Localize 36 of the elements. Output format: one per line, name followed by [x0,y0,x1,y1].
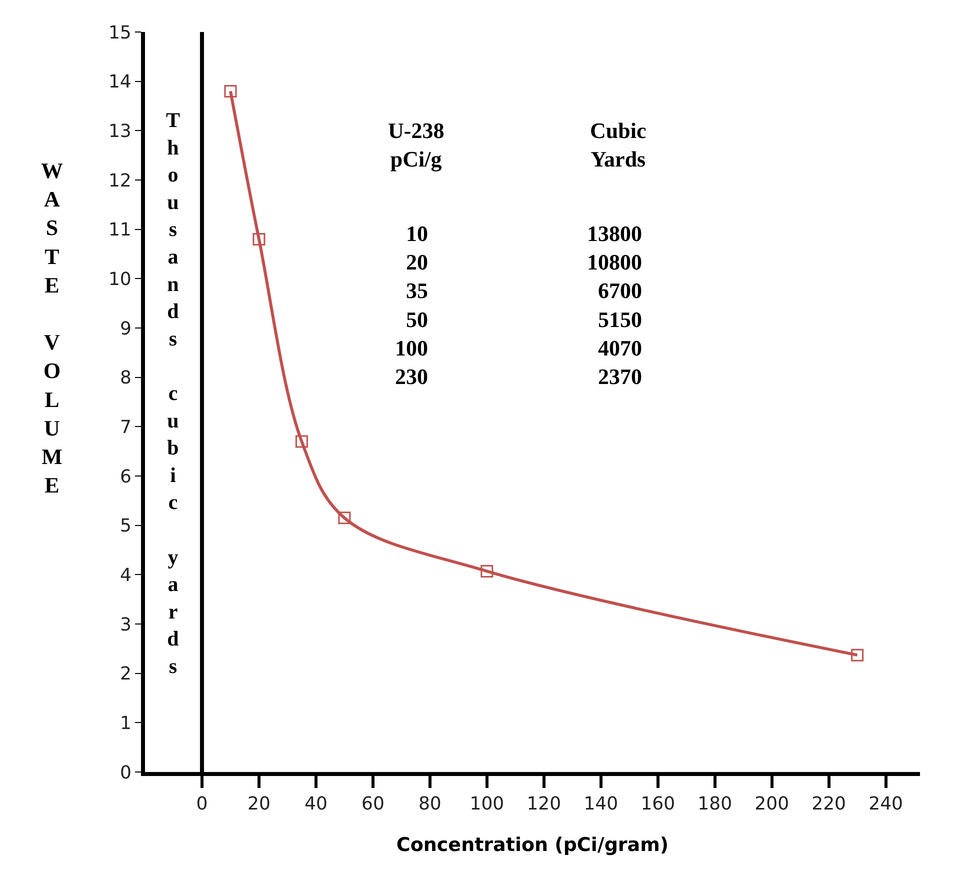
x-axis-title: Concentration (pCi/gram) [396,834,669,856]
x-tick-label: 220 [812,794,846,815]
x-tick-label: 180 [698,794,732,815]
y-tick-label: 14 [108,72,132,93]
y-tick-label: 10 [108,268,132,290]
annotation: 13800 10800 6700 5150 4070 2370 [587,221,642,389]
x-tick-label: 80 [418,794,442,815]
annotation: 10 20 35 50 100 230 [395,221,428,389]
y-tick-label: 13 [108,120,132,142]
text: WASTE VOLUME [41,158,63,498]
y-tick-label: 15 [108,22,132,44]
y-tick-label: 12 [108,170,132,192]
y-tick-label: 7 [120,416,132,438]
x-tick-label: 100 [470,794,504,815]
annotation: U-238 pCi/g [388,118,444,172]
x-tick-label: 40 [304,794,328,815]
text: Thousands cubic yards [166,108,180,678]
x-tick-label: 20 [248,794,270,815]
x-tick-label: 60 [361,794,384,815]
y-tick-label: 5 [120,516,132,537]
x-tick-label: 140 [584,794,618,815]
y-tick-label: 2 [120,664,132,685]
x-tick-label: 120 [526,794,562,815]
y-tick-label: 11 [108,220,132,241]
x-tick-label: 0 [196,794,208,815]
y-tick-label: 9 [120,318,132,340]
y-tick-label: 8 [120,368,132,389]
y-tick-label: 0 [120,762,132,784]
y-tick-label: 3 [120,614,132,636]
annotation: Cubic Yards [590,118,646,172]
x-tick-label: 240 [868,794,903,815]
x-tick-label: 160 [640,794,676,815]
y-tick-label: 1 [120,712,132,734]
y-tick-label: 6 [120,466,132,488]
y-tick-label: 4 [120,564,132,586]
x-tick-label: 200 [754,794,790,815]
